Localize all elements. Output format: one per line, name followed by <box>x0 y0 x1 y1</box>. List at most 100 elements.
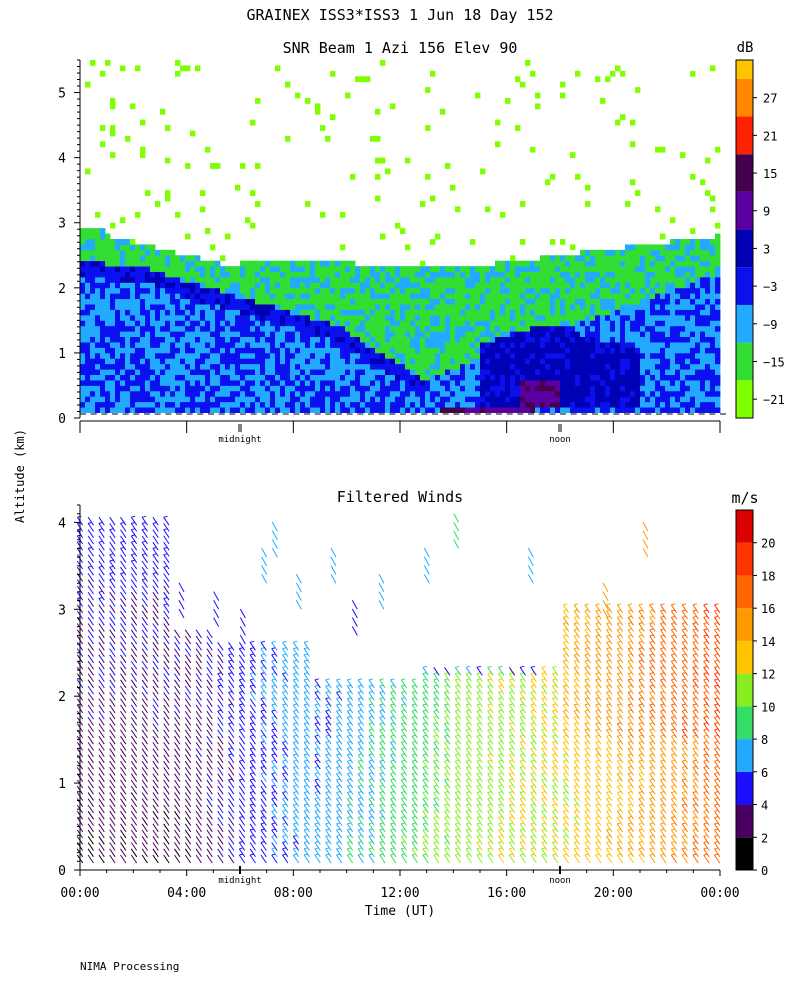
snr-cell <box>715 276 721 283</box>
snr-cell <box>125 325 131 332</box>
snr-cell <box>575 347 581 354</box>
snr-cell <box>175 396 181 403</box>
snr-cell <box>300 298 306 305</box>
snr-cell <box>200 260 206 267</box>
wind-barb <box>174 735 181 745</box>
snr-cell <box>140 369 146 375</box>
snr-cell <box>695 401 701 408</box>
snr-cell <box>515 314 521 321</box>
snr-cell <box>195 358 201 365</box>
snr-cell <box>190 298 196 305</box>
snr-cell <box>560 347 566 354</box>
snr-cell <box>325 276 331 283</box>
snr-cell <box>150 314 156 321</box>
snr-cell <box>455 276 461 283</box>
snr-cell <box>90 320 96 327</box>
snr-cell <box>80 363 86 370</box>
wind-barb <box>98 617 105 626</box>
snr-cell <box>245 314 251 321</box>
snr-cell <box>305 325 311 332</box>
snr-cell <box>365 293 371 300</box>
snr-cell <box>325 390 331 397</box>
snr-cell <box>710 352 716 359</box>
snr-cell <box>610 298 616 305</box>
snr-cell <box>420 347 426 354</box>
wind-barb <box>217 723 224 732</box>
snr-cell <box>690 255 696 262</box>
snr-cell <box>450 358 456 365</box>
wind-barb <box>152 829 159 839</box>
snr-cell <box>515 298 521 305</box>
snr-cell <box>135 396 141 403</box>
snr-cell <box>700 282 706 289</box>
wind-barb <box>184 654 192 664</box>
snr-cell <box>650 342 656 348</box>
snr-cell <box>675 363 681 370</box>
snr-cell <box>300 352 306 359</box>
wind-barb <box>152 810 159 820</box>
wind-barb <box>163 767 170 776</box>
snr-cell <box>275 380 281 386</box>
snr-cell <box>515 347 521 354</box>
snr-cell <box>660 233 666 240</box>
snr-cell <box>285 135 291 142</box>
snr-cell <box>430 304 436 310</box>
snr-cell <box>710 325 716 332</box>
snr-cell <box>400 390 406 397</box>
snr-cell <box>205 228 211 234</box>
snr-cell <box>215 336 221 343</box>
snr-cell <box>415 314 421 321</box>
wind-barb <box>249 792 256 801</box>
snr-cell <box>645 374 651 381</box>
snr-cell <box>400 304 406 310</box>
snr-cell <box>650 352 656 359</box>
snr-cell <box>295 358 301 365</box>
wind-barb <box>184 729 192 739</box>
snr-cell <box>695 260 701 267</box>
snr-cell <box>110 249 116 256</box>
snr-cell <box>505 363 511 370</box>
snr-cell <box>675 255 681 262</box>
snr-cell <box>550 304 556 310</box>
snr-cell <box>535 369 541 375</box>
snr-cell <box>635 358 641 365</box>
snr-cell <box>455 271 461 278</box>
snr-cell <box>525 320 531 327</box>
snr-cell <box>130 255 136 262</box>
snr-cell <box>80 369 86 375</box>
snr-cell <box>650 282 656 289</box>
snr-cell <box>575 363 581 370</box>
snr-cell <box>415 293 421 300</box>
snr-cell <box>320 325 326 332</box>
snr-cell <box>555 293 561 300</box>
snr-cell <box>255 352 261 359</box>
snr-cell <box>105 374 111 381</box>
snr-cell <box>715 396 721 403</box>
wind-barb <box>98 704 105 714</box>
snr-cell <box>170 369 176 375</box>
snr-cell <box>580 314 586 321</box>
snr-cell <box>80 347 86 354</box>
wind-barb <box>174 817 181 826</box>
snr-cell <box>245 401 251 408</box>
snr-cell <box>120 239 126 245</box>
snr-cell <box>565 304 571 310</box>
snr-cell <box>200 407 206 413</box>
snr-cell <box>530 320 536 327</box>
snr-cell <box>205 342 211 348</box>
snr-cell <box>325 331 331 338</box>
snr-cell <box>100 320 106 327</box>
snr-cell <box>710 287 716 294</box>
snr-cell <box>385 401 391 408</box>
snr-cell <box>195 65 201 72</box>
snr-cell <box>290 298 296 305</box>
snr-cell <box>650 407 656 413</box>
snr-cell <box>530 385 536 392</box>
snr-cell <box>500 211 506 218</box>
snr-cell <box>180 380 186 386</box>
snr-cell <box>345 331 351 338</box>
snr-cell <box>80 385 86 392</box>
wind-barb <box>98 604 105 614</box>
snr-cell <box>535 407 541 413</box>
snr-cell <box>295 390 301 397</box>
